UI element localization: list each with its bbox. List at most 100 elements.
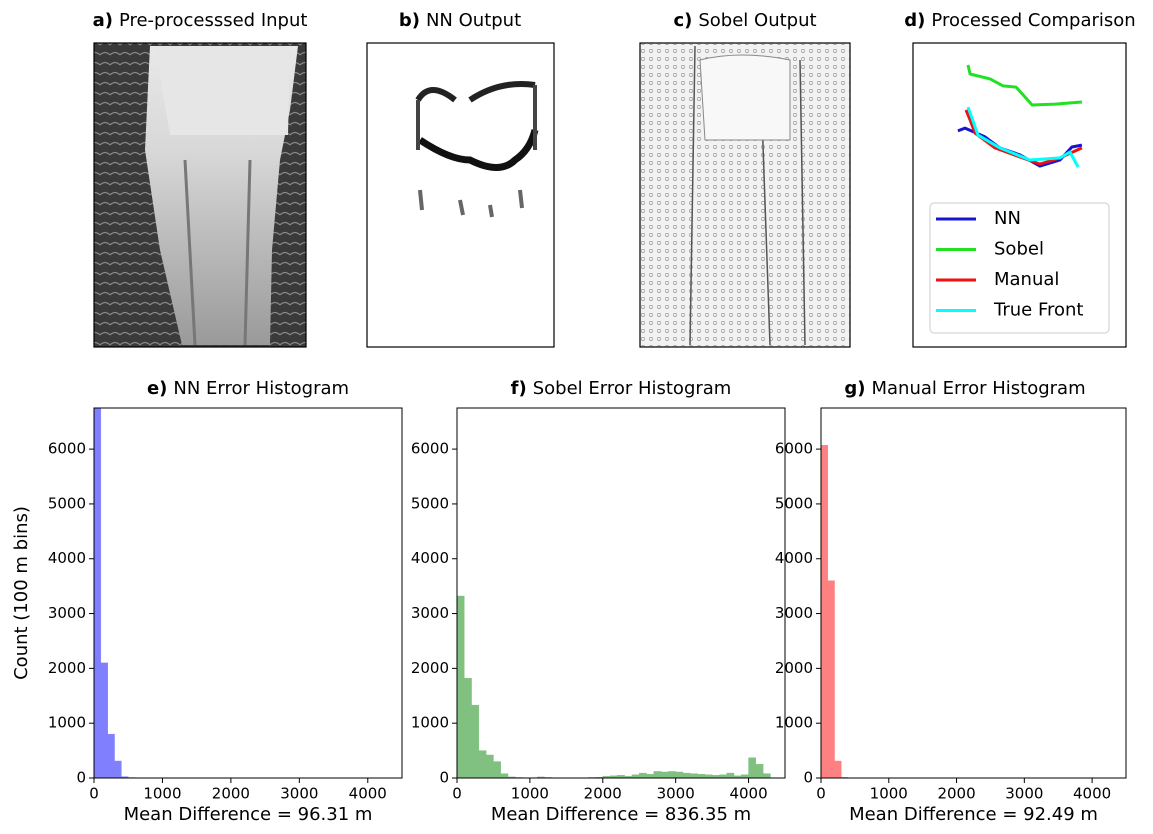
histogram-bar [464,678,472,779]
histogram-bar [500,773,509,779]
nn-output-image [366,42,555,348]
histogram-bar [834,760,842,779]
panel-title: f) Sobel Error Histogram [511,378,732,399]
legend-box [929,202,1110,334]
y-tick-label: 5000 [775,494,813,512]
histogram-bar [726,772,735,779]
histogram-bar [697,773,706,779]
x-tick-label: 4000 [349,785,387,803]
front-line [966,64,1083,107]
histogram-bar [682,772,691,779]
legend-label: True Front [993,300,1083,321]
y-tick-label: 5000 [411,494,449,512]
x-tick-label: 3000 [657,785,695,803]
axes-frame [820,407,1127,779]
histogram-bar [93,407,102,779]
histogram-bar [668,771,676,779]
panel-title: a) Pre-processsed Input [93,10,308,31]
x-axis-label: Mean Difference = 836.35 m [491,804,751,825]
y-tick-label: 4000 [48,549,86,567]
histogram-bar [646,773,654,779]
panel-label: a) [93,10,113,31]
y-tick-label: 3000 [411,604,449,622]
legend-label: Manual [994,269,1059,290]
panel-title-text: Processed Comparison [931,10,1135,31]
y-tick-label: 0 [76,769,86,787]
x-tick-label: 4000 [1073,785,1111,803]
y-tick-label: 2000 [775,659,813,677]
x-tick-label: 0 [89,785,99,803]
panel-title-text: Manual Error Histogram [872,378,1086,399]
histogram-bar [653,771,662,779]
y-tick-label: 3000 [775,604,813,622]
panel-title: c) Sobel Output [673,10,816,31]
x-tick-label: 1000 [511,785,549,803]
x-tick-label: 0 [452,785,462,803]
axes-frame [456,407,786,779]
histogram-bar [675,771,684,779]
histogram-bar [478,750,487,779]
histogram-bar [755,764,764,779]
histogram-bar [748,757,757,779]
histogram-bar [690,773,698,779]
y-tick-label: 0 [803,769,813,787]
y-tick-label: 6000 [411,440,449,458]
y-tick-label: 0 [439,769,449,787]
y-tick-label: 4000 [775,549,813,567]
panel-title-text: Sobel Output [698,10,816,31]
legend-label: NN [994,208,1021,229]
panel-label: d) [904,10,925,31]
y-tick-label: 2000 [411,659,449,677]
y-tick-label: 1000 [48,714,86,732]
y-axis-label: Count (100 m bins) [11,506,32,680]
y-tick-label: 1000 [411,714,449,732]
histogram-bar [114,760,122,779]
panel-label: b) [399,10,420,31]
histogram-bar [639,772,647,779]
histogram-bar [107,733,115,779]
histogram-bar [100,662,108,779]
x-tick-label: 3000 [280,785,318,803]
panel-title-text: Pre-processsed Input [119,10,308,31]
y-tick-label: 4000 [411,549,449,567]
panel-label: c) [673,10,692,31]
sobel-output-image [639,42,851,348]
y-tick-label: 6000 [48,440,86,458]
panel-title: e) NN Error Histogram [147,378,349,399]
x-tick-label: 2000 [212,785,250,803]
panel-title-text: Sobel Error Histogram [533,378,732,399]
histogram-bar [660,771,669,779]
y-tick-label: 5000 [48,494,86,512]
x-tick-label: 2000 [937,785,975,803]
x-tick-label: 4000 [729,785,767,803]
panel-label: g) [844,378,865,399]
y-tick-label: 6000 [775,440,813,458]
x-tick-label: 1000 [143,785,181,803]
axes-frame [93,407,403,779]
histogram-bar [471,704,480,779]
panel-title: g) Manual Error Histogram [844,378,1085,399]
panel-label: f) [511,378,527,399]
x-tick-label: 0 [816,785,826,803]
x-axis-label: Mean Difference = 92.49 m [849,804,1098,825]
histogram-bar [493,761,501,779]
x-tick-label: 2000 [584,785,622,803]
y-tick-label: 3000 [48,604,86,622]
x-axis-label: Mean Difference = 96.31 m [124,804,373,825]
y-tick-label: 2000 [48,659,86,677]
y-tick-label: 1000 [775,714,813,732]
front-line [966,106,1080,168]
histogram-bar [456,595,465,779]
histogram-bar [827,580,835,779]
x-tick-label: 1000 [870,785,908,803]
panel-title-text: NN Output [426,10,521,31]
input-image [93,42,307,348]
legend-label: Sobel [994,239,1044,260]
histogram-bar [820,445,828,779]
histogram-bar [762,773,771,779]
panel-title-text: NN Error Histogram [173,378,349,399]
panel-label: e) [147,378,167,399]
x-tick-label: 3000 [1005,785,1043,803]
panel-title: d) Processed Comparison [904,10,1135,31]
